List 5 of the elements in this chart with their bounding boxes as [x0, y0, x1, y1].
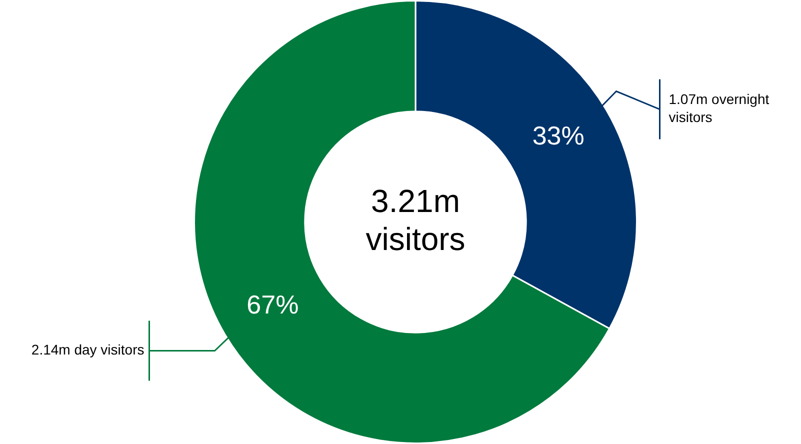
slice-label: 2.14m day visitors [31, 342, 144, 358]
slice-label: 1.07m overnight visitors [668, 91, 770, 126]
data-label: 67% [246, 290, 299, 320]
data-label: 33% [532, 120, 584, 151]
text: 3.21m visitors [366, 182, 466, 257]
